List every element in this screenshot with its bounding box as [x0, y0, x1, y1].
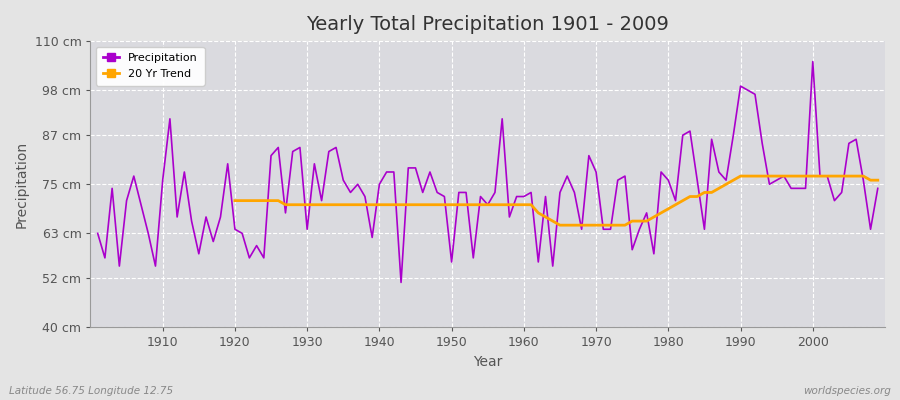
Y-axis label: Precipitation: Precipitation — [15, 141, 29, 228]
Title: Yearly Total Precipitation 1901 - 2009: Yearly Total Precipitation 1901 - 2009 — [306, 15, 670, 34]
Legend: Precipitation, 20 Yr Trend: Precipitation, 20 Yr Trend — [96, 47, 204, 86]
Text: Latitude 56.75 Longitude 12.75: Latitude 56.75 Longitude 12.75 — [9, 386, 173, 396]
Text: worldspecies.org: worldspecies.org — [803, 386, 891, 396]
X-axis label: Year: Year — [473, 355, 502, 369]
